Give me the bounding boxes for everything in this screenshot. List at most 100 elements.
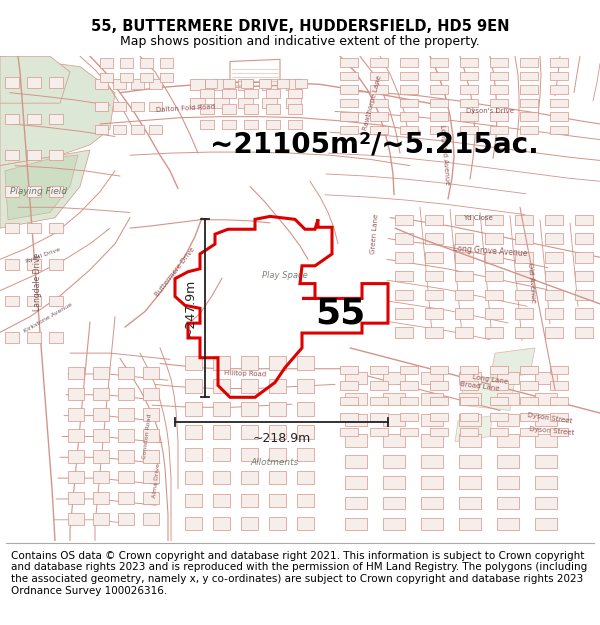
Bar: [459, 414, 481, 426]
Bar: [297, 517, 314, 530]
Bar: [497, 434, 519, 447]
Bar: [383, 497, 405, 509]
Bar: [93, 388, 109, 400]
Bar: [118, 450, 134, 462]
Bar: [515, 252, 533, 262]
Bar: [400, 412, 418, 421]
Bar: [100, 73, 113, 82]
Bar: [430, 72, 448, 80]
Bar: [49, 150, 63, 161]
Bar: [345, 497, 367, 509]
Bar: [460, 381, 478, 389]
Bar: [459, 455, 481, 468]
Bar: [370, 428, 388, 436]
Bar: [395, 289, 413, 300]
Bar: [244, 104, 258, 114]
Bar: [190, 79, 205, 89]
Bar: [49, 259, 63, 270]
Bar: [430, 86, 448, 94]
Bar: [143, 388, 159, 400]
Bar: [185, 494, 202, 508]
Bar: [520, 86, 538, 94]
Text: Dyson Street: Dyson Street: [527, 412, 573, 424]
Bar: [143, 408, 159, 421]
Bar: [262, 79, 277, 89]
Bar: [5, 150, 19, 161]
Bar: [575, 308, 593, 319]
Bar: [370, 72, 388, 80]
Bar: [244, 120, 258, 129]
Bar: [485, 252, 503, 262]
Bar: [100, 58, 113, 68]
Bar: [520, 126, 538, 134]
Text: Longfield Avenue: Longfield Avenue: [439, 125, 451, 186]
Bar: [430, 412, 448, 421]
Bar: [550, 126, 568, 134]
Bar: [95, 102, 108, 111]
Text: Broad Lane: Broad Lane: [460, 381, 500, 392]
Bar: [297, 494, 314, 508]
Text: 55: 55: [315, 296, 365, 330]
Bar: [222, 104, 236, 114]
Bar: [213, 425, 230, 439]
Bar: [455, 252, 473, 262]
Bar: [185, 448, 202, 461]
Bar: [269, 379, 286, 392]
Bar: [400, 72, 418, 80]
Text: Contains OS data © Crown copyright and database right 2021. This information is : Contains OS data © Crown copyright and d…: [11, 551, 587, 596]
Bar: [345, 392, 367, 405]
Bar: [149, 79, 162, 89]
Bar: [425, 233, 443, 244]
Bar: [27, 186, 41, 197]
Bar: [49, 332, 63, 342]
Bar: [460, 72, 478, 80]
Bar: [395, 214, 413, 225]
Bar: [5, 223, 19, 233]
Text: Coniston Road: Coniston Road: [142, 414, 152, 459]
Bar: [430, 58, 448, 67]
Bar: [430, 99, 448, 107]
Bar: [485, 308, 503, 319]
Bar: [490, 366, 508, 374]
Bar: [430, 366, 448, 374]
Bar: [535, 372, 557, 384]
Text: Play Space: Play Space: [262, 271, 308, 279]
Bar: [515, 233, 533, 244]
Bar: [269, 448, 286, 461]
Bar: [340, 99, 358, 107]
Bar: [520, 397, 538, 405]
Bar: [286, 79, 301, 89]
Bar: [421, 372, 443, 384]
Bar: [185, 471, 202, 484]
Bar: [140, 73, 153, 82]
Bar: [490, 86, 508, 94]
Bar: [421, 518, 443, 530]
Bar: [93, 450, 109, 462]
Bar: [27, 223, 41, 233]
Bar: [143, 492, 159, 504]
Bar: [400, 381, 418, 389]
Bar: [68, 408, 84, 421]
Bar: [238, 79, 253, 89]
Bar: [425, 327, 443, 338]
Bar: [143, 471, 159, 483]
Bar: [383, 476, 405, 489]
Bar: [27, 259, 41, 270]
Bar: [297, 379, 314, 392]
Bar: [269, 425, 286, 439]
Bar: [297, 471, 314, 484]
Bar: [5, 186, 19, 197]
Bar: [497, 476, 519, 489]
Bar: [269, 356, 286, 370]
Bar: [213, 494, 230, 508]
Bar: [68, 512, 84, 525]
Bar: [400, 366, 418, 374]
Bar: [520, 381, 538, 389]
Bar: [185, 356, 202, 370]
Text: ~247.9m: ~247.9m: [184, 279, 197, 338]
Bar: [550, 428, 568, 436]
Bar: [241, 517, 258, 530]
Bar: [5, 296, 19, 306]
Bar: [459, 392, 481, 405]
Bar: [269, 517, 286, 530]
